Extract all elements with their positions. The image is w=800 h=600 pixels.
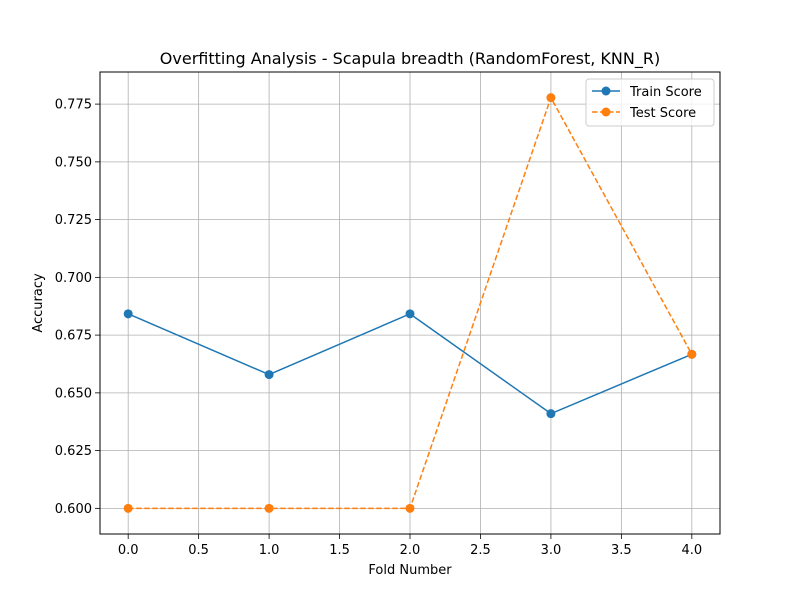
legend-train-marker	[601, 86, 611, 96]
test-score-point	[687, 349, 697, 359]
y-tick-label: 0.750	[55, 155, 92, 170]
y-axis-label: Accuracy	[31, 273, 46, 333]
test-score-point	[264, 503, 274, 513]
x-tick-label: 0.0	[118, 543, 139, 558]
train-score-point	[546, 409, 556, 419]
x-tick-label: 1.5	[329, 543, 350, 558]
axis-ticks: 0.0 0.5 1.0 1.5 2.0 2.5 3.0 3.5 4.0 0.600 0.625 0.6…	[55, 98, 702, 558]
y-tick-label: 0.775	[55, 98, 92, 113]
x-tick-label: 0.5	[188, 543, 209, 558]
x-axis-label: Fold Number	[368, 563, 452, 578]
train-score-point	[123, 309, 133, 319]
legend-test-marker	[601, 107, 611, 117]
test-score-point	[546, 93, 556, 103]
test-score-point	[123, 503, 133, 513]
x-tick-label: 2.5	[470, 543, 491, 558]
legend-test-label: Test Score	[629, 106, 696, 121]
series-group	[123, 93, 697, 513]
y-tick-label: 0.700	[55, 271, 92, 286]
y-tick-label: 0.675	[55, 329, 92, 344]
legend: Train Score Test Score	[585, 78, 715, 127]
chart-title: Overfitting Analysis - Scapula breadth (…	[160, 49, 660, 69]
y-tick-label: 0.625	[55, 444, 92, 459]
x-tick-label: 4.0	[681, 543, 702, 558]
x-tick-label: 1.0	[259, 543, 280, 558]
train-score-point	[405, 309, 415, 319]
train-score-point	[264, 370, 274, 380]
test-score-point	[405, 503, 415, 513]
x-tick-label: 2.0	[400, 543, 421, 558]
y-tick-label: 0.650	[55, 386, 92, 401]
y-tick-label: 0.600	[55, 502, 92, 517]
y-tick-label: 0.725	[55, 213, 92, 228]
x-tick-label: 3.0	[541, 543, 562, 558]
legend-train-label: Train Score	[629, 85, 702, 100]
x-tick-label: 3.5	[611, 543, 632, 558]
